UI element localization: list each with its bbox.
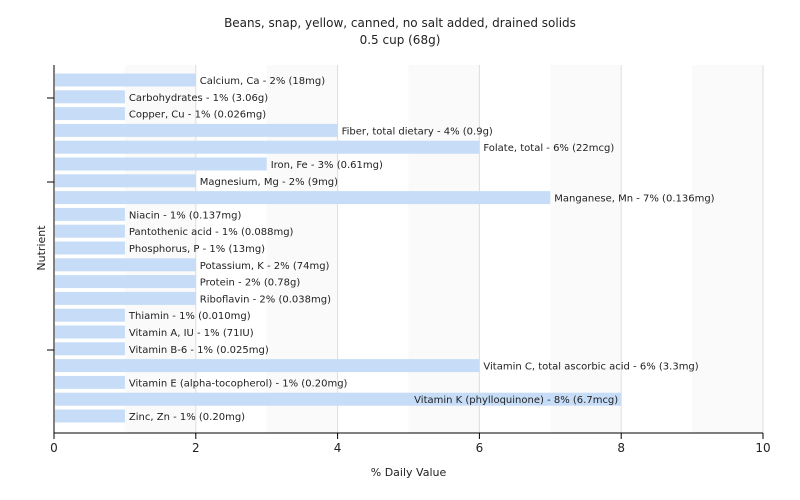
bar xyxy=(55,174,196,188)
x-tick-label: 6 xyxy=(476,441,484,455)
bar xyxy=(55,123,338,137)
data-label: Carbohydrates - 1% (3.06g) xyxy=(129,93,268,104)
y-axis-title: Nutrient xyxy=(35,225,48,271)
bar xyxy=(55,409,125,423)
bar xyxy=(55,90,125,104)
bar xyxy=(55,107,125,121)
data-label: Zinc, Zn - 1% (0.20mg) xyxy=(129,412,245,423)
bar xyxy=(55,191,551,205)
data-label: Calcium, Ca - 2% (18mg) xyxy=(200,76,325,87)
bar xyxy=(55,291,196,305)
x-tick-label: 2 xyxy=(192,441,200,455)
grid-band xyxy=(550,65,622,433)
bar xyxy=(55,375,125,389)
data-label: Copper, Cu - 1% (0.026mg) xyxy=(129,110,266,121)
bar xyxy=(55,342,125,356)
data-label: Iron, Fe - 3% (0.61mg) xyxy=(271,160,383,171)
data-label: Manganese, Mn - 7% (0.136mg) xyxy=(554,194,714,205)
bar xyxy=(55,241,125,255)
data-label: Vitamin A, IU - 1% (71IU) xyxy=(129,328,254,339)
data-label: Thiamin - 1% (0.010mg) xyxy=(128,311,251,322)
x-axis-title: % Daily Value xyxy=(371,466,447,479)
bar xyxy=(55,157,267,171)
chart-subtitle: 0.5 cup (68g) xyxy=(359,33,441,47)
bar xyxy=(55,275,196,289)
data-label: Vitamin B-6 - 1% (0.025mg) xyxy=(129,345,269,356)
data-label: Vitamin C, total ascorbic acid - 6% (3.3… xyxy=(483,362,698,373)
data-label: Phosphorus, P - 1% (13mg) xyxy=(129,244,265,255)
data-label: Potassium, K - 2% (74mg) xyxy=(200,261,330,272)
data-label: Magnesium, Mg - 2% (9mg) xyxy=(200,177,338,188)
x-tick-label: 4 xyxy=(334,441,342,455)
data-label: Niacin - 1% (0.137mg) xyxy=(129,210,242,221)
bar xyxy=(55,325,125,339)
bar xyxy=(55,359,480,373)
chart-title: Beans, snap, yellow, canned, no salt add… xyxy=(224,16,576,30)
bar xyxy=(55,258,196,272)
data-label: Fiber, total dietary - 4% (0.9g) xyxy=(342,126,493,137)
data-label: Vitamin E (alpha-tocopherol) - 1% (0.20m… xyxy=(129,378,348,389)
bar xyxy=(55,224,125,238)
x-tick-label: 8 xyxy=(617,441,625,455)
data-label: Folate, total - 6% (22mcg) xyxy=(483,143,614,154)
grid-band xyxy=(692,65,763,433)
data-label: Protein - 2% (0.78g) xyxy=(200,278,301,289)
bar xyxy=(55,207,125,221)
x-tick-label: 0 xyxy=(50,441,58,455)
bar xyxy=(55,392,622,406)
data-label: Riboflavin - 2% (0.038mg) xyxy=(200,294,331,305)
bar xyxy=(55,308,125,322)
grid-band xyxy=(408,65,480,433)
x-tick-label: 10 xyxy=(755,441,770,455)
bar xyxy=(55,140,480,154)
data-label: Pantothenic acid - 1% (0.088mg) xyxy=(129,227,294,238)
data-label: Vitamin K (phylloquinone) - 8% (6.7mcg) xyxy=(414,395,618,406)
bar xyxy=(55,73,196,87)
